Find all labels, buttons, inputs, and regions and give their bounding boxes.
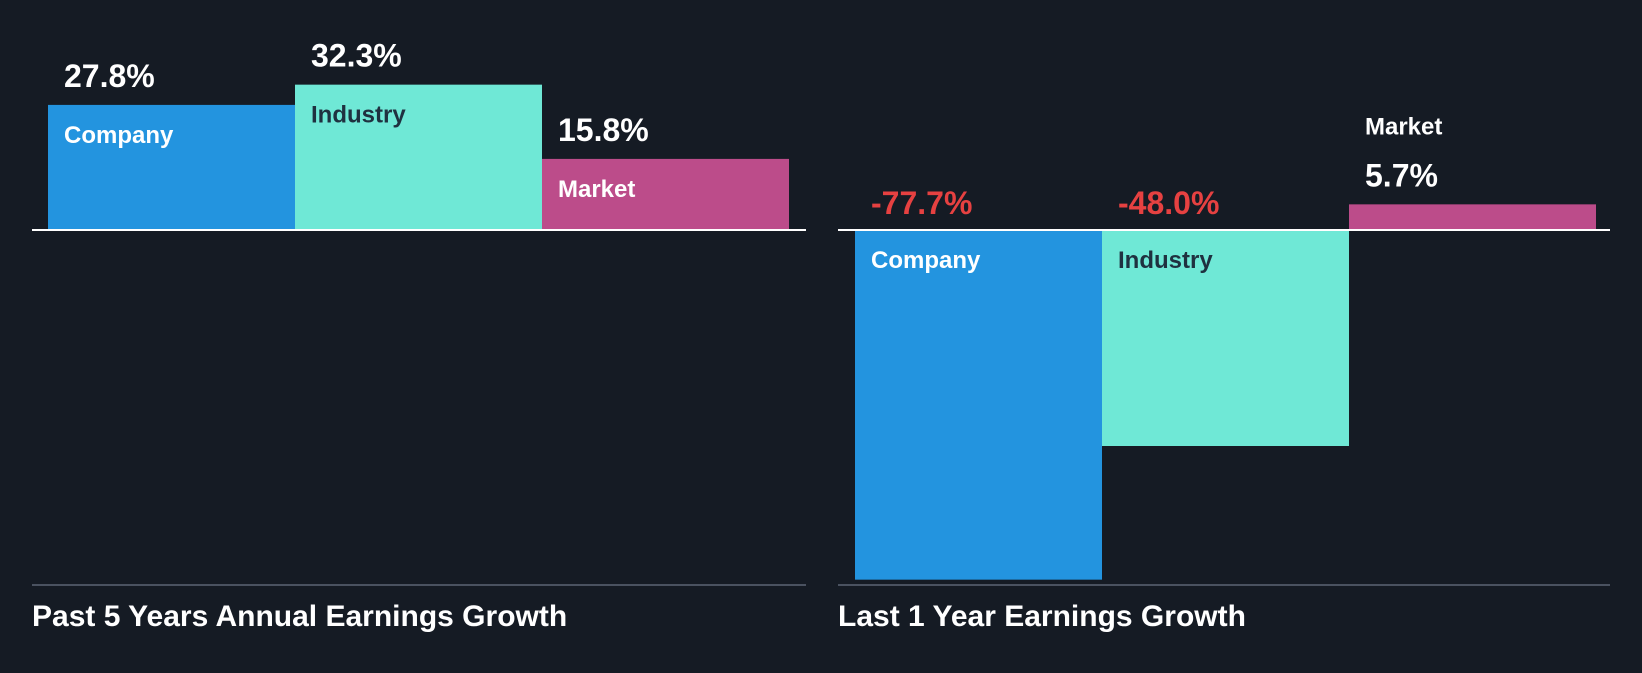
bar-company-1 [48, 104, 295, 230]
value-label-company-2: -77.7% [871, 185, 972, 221]
bar-industry-1 [295, 84, 542, 231]
category-label-company-2: Company [871, 247, 981, 274]
value-label-industry-1: 32.3% [311, 38, 402, 74]
bar-market-1 [542, 158, 789, 230]
bar-market-2 [1349, 204, 1596, 230]
category-label-market-1: Market [558, 176, 635, 203]
chart-title-1: Past 5 Years Annual Earnings Growth [32, 600, 567, 633]
chart-title-2: Last 1 Year Earnings Growth [838, 600, 1246, 633]
category-label-industry-2: Industry [1118, 247, 1213, 274]
value-label-industry-2: -48.0% [1118, 185, 1219, 221]
value-label-market-2: 5.7% [1365, 157, 1438, 193]
category-label-market-2: Market [1365, 113, 1442, 140]
value-label-market-1: 15.8% [558, 112, 649, 148]
category-label-company-1: Company [64, 122, 174, 149]
value-label-company-1: 27.8% [64, 58, 155, 94]
bar-company-2 [855, 230, 1102, 580]
category-label-industry-1: Industry [311, 102, 406, 129]
bar-industry-2 [1102, 230, 1349, 446]
